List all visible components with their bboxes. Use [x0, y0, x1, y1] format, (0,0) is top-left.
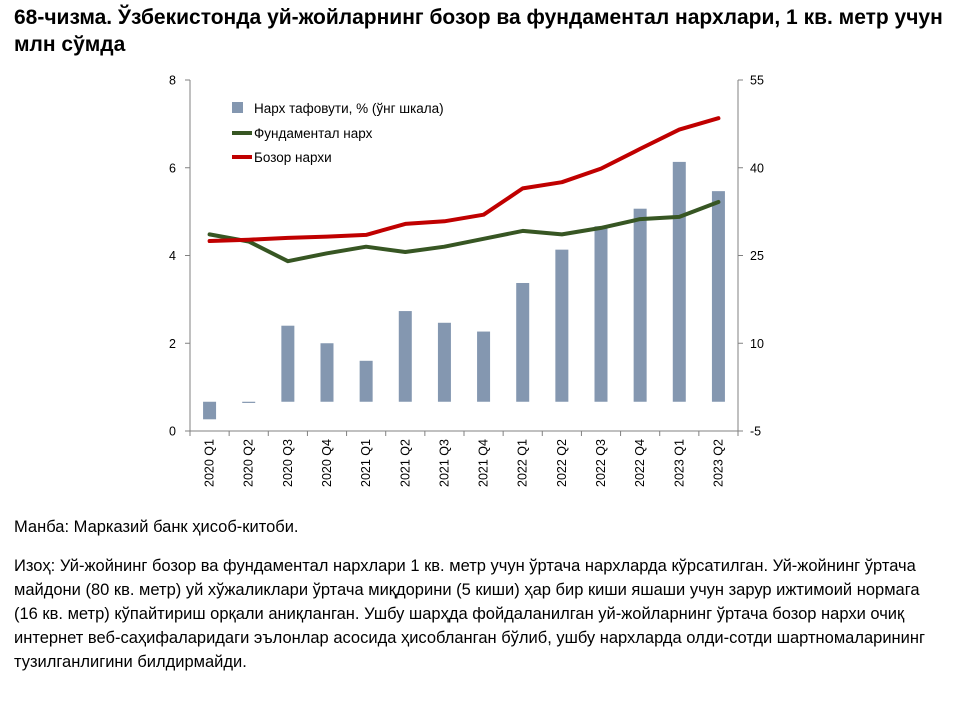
x-tick-label: 2020 Q2	[242, 439, 256, 487]
x-tick-label: 2022 Q2	[555, 439, 569, 487]
chart-axes: 0 2 4 6 8 -5 10 25 40 55 2020 Q1 2020 Q2 2020 Q3 2020…	[169, 74, 764, 487]
left-tick-label: 4	[169, 249, 176, 263]
x-tick-label: 2021 Q2	[398, 439, 412, 487]
x-tick-label: 2021 Q4	[477, 439, 491, 487]
legend-label: Бозор нархи	[254, 150, 332, 165]
bar	[672, 161, 686, 402]
bar	[242, 401, 256, 403]
legend: Нарх тафовути, % (ўнг шкала) Фундаментал …	[232, 101, 444, 165]
x-tick-label: 2023 Q2	[711, 439, 725, 487]
legend-label: Нарх тафовути, % (ўнг шкала)	[254, 101, 444, 116]
bar	[437, 322, 451, 402]
footnote: Изоҳ: Уй-жойнинг бозор ва фундаментал на…	[14, 557, 926, 671]
source-note: Манба: Марказий банк ҳисоб-китоби.	[14, 518, 299, 536]
x-tick-label: 2021 Q1	[359, 439, 373, 487]
left-tick-label: 6	[169, 161, 176, 175]
bar	[516, 282, 530, 402]
x-tick-label: 2022 Q4	[633, 439, 647, 487]
bar-series	[203, 161, 725, 420]
market-price-line	[207, 116, 721, 243]
left-tick-label: 0	[169, 425, 176, 439]
left-tick-label: 2	[169, 337, 176, 351]
bar	[633, 208, 647, 402]
bar	[594, 226, 608, 402]
bar	[203, 401, 217, 420]
right-tick-label: 10	[750, 337, 764, 351]
right-tick-label: 40	[750, 161, 764, 175]
bar	[711, 191, 725, 402]
line-series	[207, 116, 721, 264]
bar	[320, 343, 334, 402]
left-tick-label: 8	[169, 74, 176, 88]
x-tick-label: 2022 Q1	[516, 439, 530, 487]
chart-title: 68-чизма. Ўзбекистонда уй-жойларнинг боз…	[14, 6, 943, 56]
bar	[359, 360, 373, 402]
bar	[555, 249, 569, 402]
right-tick-label: -5	[750, 425, 761, 439]
chart: 0 2 4 6 8 -5 10 25 40 55 2020 Q1 2020 Q2 2020 Q3 2020…	[169, 74, 764, 487]
x-tick-label: 2023 Q1	[672, 439, 686, 487]
x-tick-label: 2022 Q3	[594, 439, 608, 487]
x-tick-label: 2020 Q1	[203, 439, 217, 487]
right-tick-label: 25	[750, 249, 764, 263]
bar	[477, 331, 491, 402]
legend-swatch	[232, 102, 243, 113]
legend-label: Фундаментал нарх	[254, 126, 373, 141]
bar	[398, 311, 412, 402]
x-tick-label: 2020 Q3	[281, 439, 295, 487]
x-tick-label: 2021 Q3	[437, 439, 451, 487]
right-tick-label: 55	[750, 74, 764, 88]
fundamental-price-line	[207, 200, 721, 264]
bar	[281, 325, 295, 402]
x-tick-label: 2020 Q4	[320, 439, 334, 487]
